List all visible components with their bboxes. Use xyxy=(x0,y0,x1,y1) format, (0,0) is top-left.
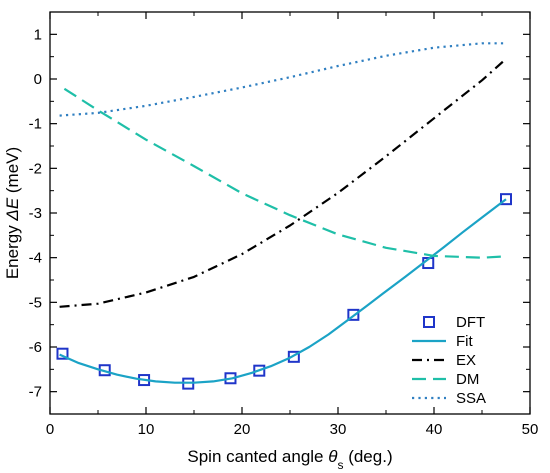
data-point-dft xyxy=(500,193,512,206)
x-axis-title-symbol: θ xyxy=(328,447,338,466)
y-tick-label: -3 xyxy=(29,205,42,222)
legend-label-dft: DFT xyxy=(456,314,485,331)
legend-label-fit: Fit xyxy=(456,333,473,350)
x-tick-label: 10 xyxy=(138,421,155,438)
y-axis-title-prefix: Energy xyxy=(3,221,22,280)
x-axis-title-prefix: Spin canted angle xyxy=(187,447,328,466)
data-point-dft xyxy=(253,364,266,377)
x-tick-label: 20 xyxy=(234,421,251,438)
data-point-dft xyxy=(347,308,360,321)
data-point-dft xyxy=(56,347,69,360)
y-tick-label: -1 xyxy=(29,116,42,133)
legend-swatch-dft xyxy=(423,316,435,328)
y-tick-label: -4 xyxy=(29,250,42,267)
y-tick-label: 0 xyxy=(34,71,42,88)
y-tick-label: -7 xyxy=(29,384,42,401)
x-axis-title: Spin canted angle θs (deg.) xyxy=(187,447,392,472)
x-axis-title-suffix: (deg.) xyxy=(343,447,392,466)
y-axis-title: Energy ΔE (meV) xyxy=(3,147,22,279)
x-tick-label: 0 xyxy=(46,421,54,438)
y-axis-title-symbol: ΔE xyxy=(3,197,22,221)
legend-label-dm: DM xyxy=(456,371,479,388)
legend: DFT Fit EX DM SSA xyxy=(412,314,486,407)
x-tick-label: 50 xyxy=(522,421,539,438)
series-line-dm xyxy=(63,87,507,259)
series-line-ex xyxy=(59,58,507,308)
y-axis-title-suffix: (meV) xyxy=(3,147,22,198)
x-tick-label: 40 xyxy=(426,421,443,438)
data-point-dft xyxy=(287,350,300,363)
legend-label-ssa: SSA xyxy=(456,390,486,407)
plot-area xyxy=(56,42,512,390)
x-tick-label: 30 xyxy=(330,421,347,438)
series-line-ssa xyxy=(59,42,506,117)
x-axis-title-subscript: s xyxy=(337,458,343,472)
legend-label-ex: EX xyxy=(456,352,476,369)
y-tick-label: 1 xyxy=(34,26,42,43)
y-tick-label: -2 xyxy=(29,160,42,177)
y-tick-label: -6 xyxy=(29,339,42,356)
series-line-fit xyxy=(59,198,507,384)
y-tick-label: -5 xyxy=(29,294,42,311)
